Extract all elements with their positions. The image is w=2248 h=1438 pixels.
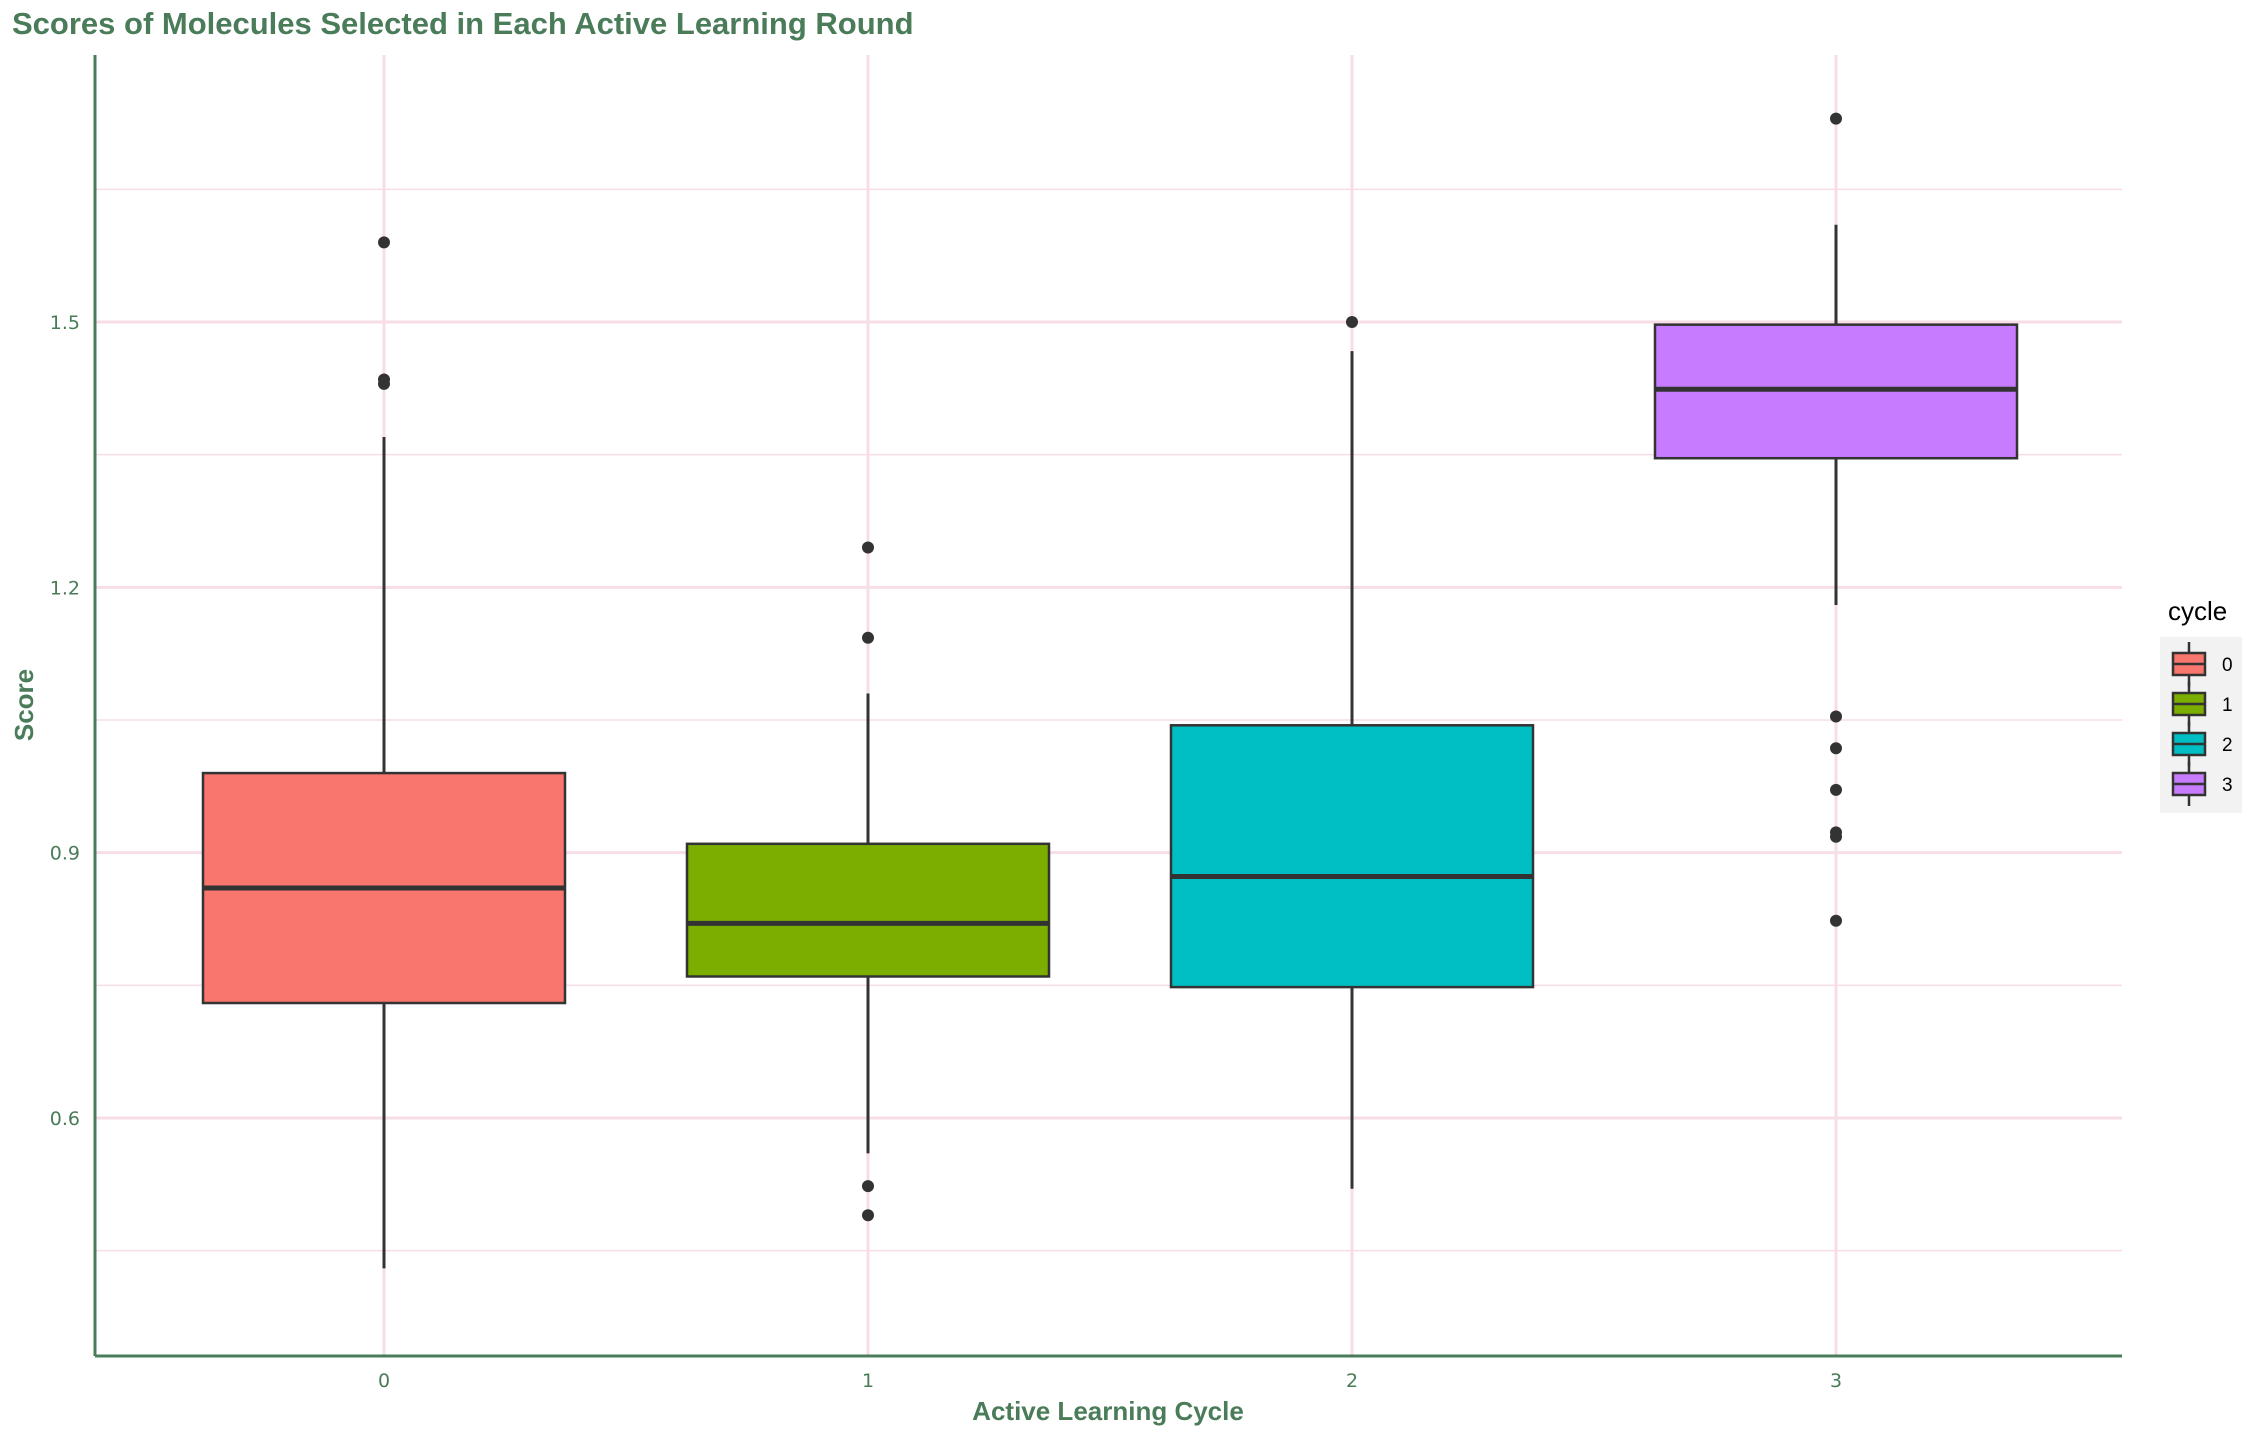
box-cycle-2 xyxy=(1169,316,1535,1189)
box-cycle-1 xyxy=(685,541,1051,1222)
legend-label: 2 xyxy=(2222,735,2233,756)
legend-label: 3 xyxy=(2222,775,2233,796)
outlier-point xyxy=(862,541,874,554)
box-plot-series xyxy=(201,112,2019,1269)
outlier-point xyxy=(1830,742,1842,755)
box-iqr xyxy=(685,842,1051,978)
legend-label: 1 xyxy=(2222,695,2233,716)
outlier-point xyxy=(862,1180,874,1193)
box-cycle-3 xyxy=(1653,112,2019,927)
legend: cycle 0 1 2 3 xyxy=(2160,596,2242,813)
x-tick-label: 0 xyxy=(378,1370,390,1392)
x-axis-title: Active Learning Cycle xyxy=(972,1396,1244,1426)
outlier-point xyxy=(1346,316,1358,328)
legend-item-3: 3 xyxy=(2171,762,2233,806)
outlier-point xyxy=(1830,914,1842,927)
x-tick-label: 2 xyxy=(1346,1370,1358,1392)
outlier-point xyxy=(378,373,390,386)
y-tick-label: 1.5 xyxy=(50,312,80,334)
legend-label: 0 xyxy=(2222,655,2233,676)
outlier-point xyxy=(1830,783,1842,796)
chart-title: Scores of Molecules Selected in Each Act… xyxy=(12,6,914,41)
grid-lines xyxy=(95,55,2122,1356)
outlier-point xyxy=(1830,826,1842,839)
y-tick-label: 0.9 xyxy=(50,843,80,865)
legend-item-2: 2 xyxy=(2171,722,2233,766)
y-axis-title: Score xyxy=(9,669,39,741)
x-tick-label: 1 xyxy=(862,1370,874,1392)
outlier-point xyxy=(1830,710,1842,723)
x-tick-label: 3 xyxy=(1830,1370,1842,1392)
box-cycle-0 xyxy=(201,236,567,1269)
axes xyxy=(93,55,2122,1358)
box-iqr xyxy=(1169,724,1535,989)
y-tick-label: 0.6 xyxy=(50,1108,80,1130)
y-tick-label: 1.2 xyxy=(50,577,80,599)
legend-item-0: 0 xyxy=(2171,642,2233,686)
outlier-point xyxy=(862,631,874,644)
outlier-point xyxy=(378,236,390,249)
outlier-point xyxy=(862,1209,874,1222)
tick-labels: 0.6 0.9 1.2 1.5 0 1 2 3 xyxy=(50,312,1842,1392)
outlier-point xyxy=(1830,112,1842,125)
legend-item-1: 1 xyxy=(2171,682,2233,726)
legend-title: cycle xyxy=(2168,596,2227,626)
